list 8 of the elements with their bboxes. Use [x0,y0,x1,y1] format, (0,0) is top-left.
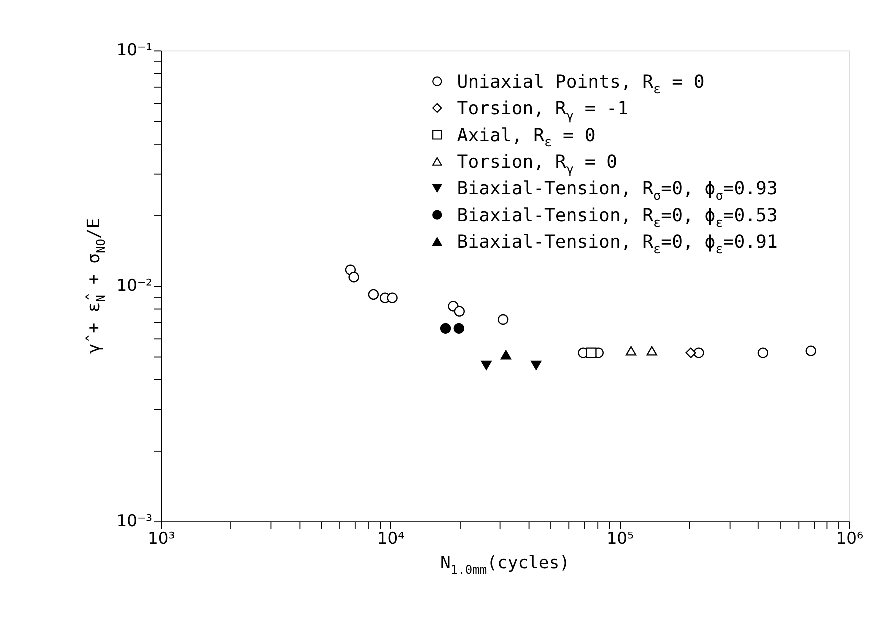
y-tick-label: 10⁻¹ [116,40,153,60]
x-tick-label: 10³ [148,528,176,548]
x-tick-label: 10⁶ [836,528,864,548]
x-tick-label: 10⁴ [377,528,406,548]
y-axis-title: γ̂ + ε̂N + σNO/E [84,218,108,354]
y-tick-label: 10⁻² [116,276,153,296]
x-tick-label: 10⁵ [606,528,634,548]
y-tick-label: 10⁻³ [116,512,153,531]
